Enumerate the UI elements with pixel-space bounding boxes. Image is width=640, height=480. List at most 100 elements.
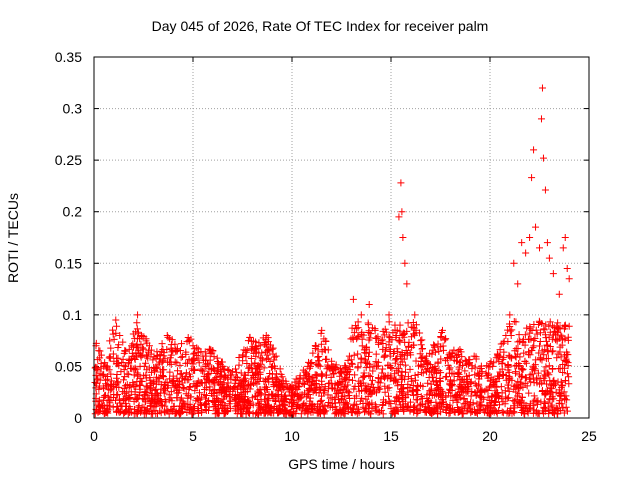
roti-point-fill (142, 352, 150, 360)
roti-point-fill (457, 376, 465, 384)
roti-point (153, 352, 161, 360)
roti-point-fill (420, 361, 428, 369)
roti-point-fill (163, 379, 171, 387)
roti-point-fill (446, 401, 454, 409)
roti-point-fill (437, 402, 445, 410)
roti-point (403, 280, 411, 288)
roti-point-fill (141, 388, 149, 396)
roti-point-fill (189, 350, 197, 358)
roti-point-fill (309, 405, 317, 413)
roti-point-fill (173, 359, 181, 367)
roti-point-fill (444, 361, 452, 369)
roti-point (229, 368, 237, 376)
roti-point-fill (252, 364, 260, 372)
roti-point-fill (156, 396, 164, 404)
roti-point-fill (338, 395, 346, 403)
roti-point-fill (299, 401, 307, 409)
roti-point-fill (564, 362, 572, 370)
roti-point-fill (436, 377, 444, 385)
roti-point-fill (186, 382, 194, 390)
roti-point-fill (445, 351, 453, 359)
roti-point-fill (290, 408, 298, 416)
roti-point-fill (95, 403, 103, 411)
roti-point (377, 337, 385, 345)
roti-point-fill (232, 373, 240, 381)
y-tick-label: 0 (74, 410, 82, 426)
roti-point-fill (386, 345, 394, 353)
roti-point-fill (320, 386, 328, 394)
roti-point-fill (425, 390, 433, 398)
roti-point-fill (94, 375, 102, 383)
roti-point-fill (490, 359, 498, 367)
roti-point (262, 331, 270, 339)
roti-point-fill (502, 372, 510, 380)
roti-point-fill (521, 357, 529, 365)
roti-point-fill (235, 361, 243, 369)
roti-point (549, 270, 557, 278)
roti-point-fill (545, 362, 553, 370)
roti-point-fill (266, 370, 274, 378)
roti-point-fill (274, 404, 282, 412)
roti-point-fill (442, 373, 450, 381)
roti-point-fill (486, 409, 494, 417)
roti-point-fill (428, 350, 436, 358)
roti-point-fill (113, 322, 121, 330)
roti-point-fill (536, 355, 544, 363)
roti-point-fill (92, 384, 100, 392)
roti-point-fill (139, 344, 147, 352)
roti-point-fill (140, 392, 148, 400)
roti-point-fill (543, 341, 551, 349)
roti-point-fill (113, 374, 121, 382)
roti-point-fill (126, 394, 134, 402)
roti-point-fill (185, 370, 193, 378)
roti-point-fill (468, 365, 476, 373)
roti-point-fill (467, 399, 475, 407)
roti-point-fill (101, 359, 109, 367)
roti-point-fill (558, 382, 566, 390)
roti-point-fill (344, 381, 352, 389)
roti-point-fill (454, 369, 462, 377)
roti-point-fill (264, 397, 272, 405)
roti-point-fill (536, 380, 544, 388)
roti-point-fill (125, 370, 133, 378)
roti-point-fill (439, 342, 447, 350)
roti-point-fill (436, 401, 444, 409)
roti-point-fill (427, 380, 435, 388)
roti-point-fill (453, 352, 461, 360)
roti-point-fill (529, 398, 537, 406)
roti-point-fill (243, 405, 251, 413)
roti-point-fill (351, 394, 359, 402)
roti-point-fill (419, 400, 427, 408)
roti-point-fill (389, 408, 397, 416)
roti-point-fill (364, 321, 372, 329)
roti-point-fill (233, 374, 241, 382)
roti-point-fill (161, 387, 169, 395)
roti-point-fill (477, 364, 485, 372)
roti-point-fill (106, 337, 114, 345)
roti-point-fill (446, 379, 454, 387)
roti-point (514, 280, 522, 288)
roti-point-fill (372, 334, 380, 342)
roti-point-fill (446, 349, 454, 357)
roti-point-fill (157, 401, 165, 409)
roti-point-fill (460, 375, 468, 383)
roti-point-fill (412, 321, 420, 329)
roti-point-fill (516, 398, 524, 406)
roti-point-fill (120, 410, 128, 418)
roti-point-fill (91, 379, 99, 387)
roti-point-fill (421, 408, 429, 416)
roti-point-fill (94, 356, 102, 364)
roti-point-fill (414, 383, 422, 391)
roti-point-fill (142, 388, 150, 396)
y-tick-label: 0.35 (55, 49, 82, 65)
roti-point-fill (365, 404, 373, 412)
roti-point-fill (315, 352, 323, 360)
roti-point-fill (474, 406, 482, 414)
roti-point-fill (213, 354, 221, 362)
roti-point-fill (209, 377, 217, 385)
roti-point-fill (366, 360, 374, 368)
roti-point-fill (364, 353, 372, 361)
roti-point-fill (484, 387, 492, 395)
roti-point-fill (109, 330, 117, 338)
roti-point-fill (162, 398, 170, 406)
